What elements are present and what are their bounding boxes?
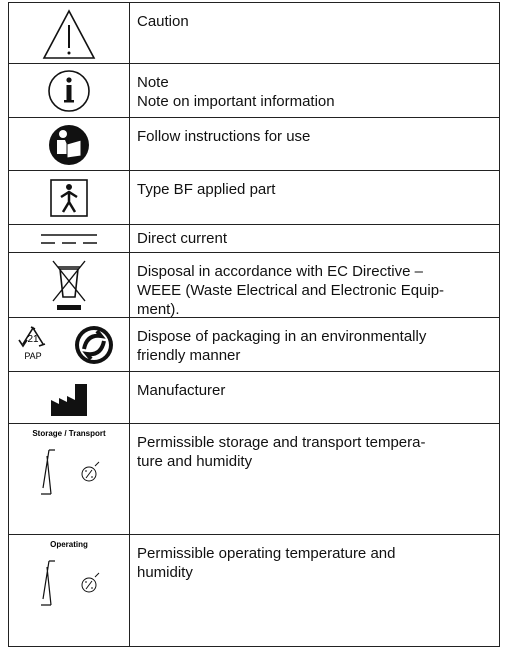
icon-label: Operating [50,540,88,549]
icon: Storage / Transport [32,429,106,495]
icon: 21 PAP [18,326,113,364]
description: Type BF applied part [137,180,275,199]
icon: Operating [41,540,100,606]
text-line: Manufacturer [137,382,226,399]
text-line: Note on important information [137,93,335,110]
text-line: friendly manner [137,347,241,364]
text-line: Permissible storage and transport temper… [137,434,426,451]
icon-label: Storage / Transport [32,429,106,438]
description: Caution [137,12,189,31]
symbol-row: Caution [8,2,500,64]
symbol-row: Direct current [8,224,500,253]
text-line: Caution [137,13,189,30]
icon [48,70,90,112]
text-line: WEEE (Waste Electrical and Electronic Eq… [137,282,445,299]
symbol-row: Type BF applied part [8,170,500,225]
symbol-row: Follow instructions for use [8,117,500,171]
text-line: Permissible operating temperature and [137,545,396,562]
icon [50,179,88,217]
description: Note Note on important information [137,73,335,111]
description: Permissible storage and transport temper… [137,433,425,471]
text-line: ture and humidity [137,453,253,470]
icon [49,125,89,165]
text-line: Direct current [137,230,228,247]
symbol-icon [9,253,130,317]
icon [42,9,96,59]
description: Manufacturer [137,381,225,400]
text-line: Type BF applied part [137,181,276,198]
symbol-icon: 21 PAP [9,318,130,371]
symbol-icon [9,171,130,224]
text-line: humidity [137,564,193,581]
symbol-icon [9,225,130,252]
symbol-icon: Storage / Transport [9,424,130,534]
icon [51,384,87,416]
icon [52,260,86,310]
symbol-row: Manufacturer [8,371,500,424]
text-line: Dispose of packaging in an environmental… [137,328,427,345]
icon-label: PAP [24,351,41,361]
description: Disposal in accordance with EC Directive… [137,262,444,319]
icon-label: 21 [27,334,39,345]
description: Permissible operating temperature and hum… [137,544,395,582]
symbol-row: Operating Permissible operating temperatu… [8,534,500,647]
text-line: ment). [137,301,180,318]
symbol-icon [9,372,130,423]
text-line: Note [137,74,169,91]
text-line: Disposal in accordance with EC Directive… [137,263,423,280]
symbol-icon [9,118,130,170]
description: Follow instructions for use [137,127,310,146]
symbol-row: Storage / Transport Permissible storage a… [8,423,500,535]
icon [41,234,97,244]
symbol-row: Disposal in accordance with EC Directive… [8,252,500,318]
description: Dispose of packaging in an environmental… [137,327,426,365]
description: Direct current [137,229,227,248]
symbol-row: 21 PAP Dispose of packaging in an environm… [8,317,500,372]
symbol-icon [9,64,130,117]
symbol-icon: Operating [9,535,130,646]
symbol-icon [9,3,130,63]
symbol-row: Note Note on important information [8,63,500,118]
text-line: Follow instructions for use [137,128,311,145]
